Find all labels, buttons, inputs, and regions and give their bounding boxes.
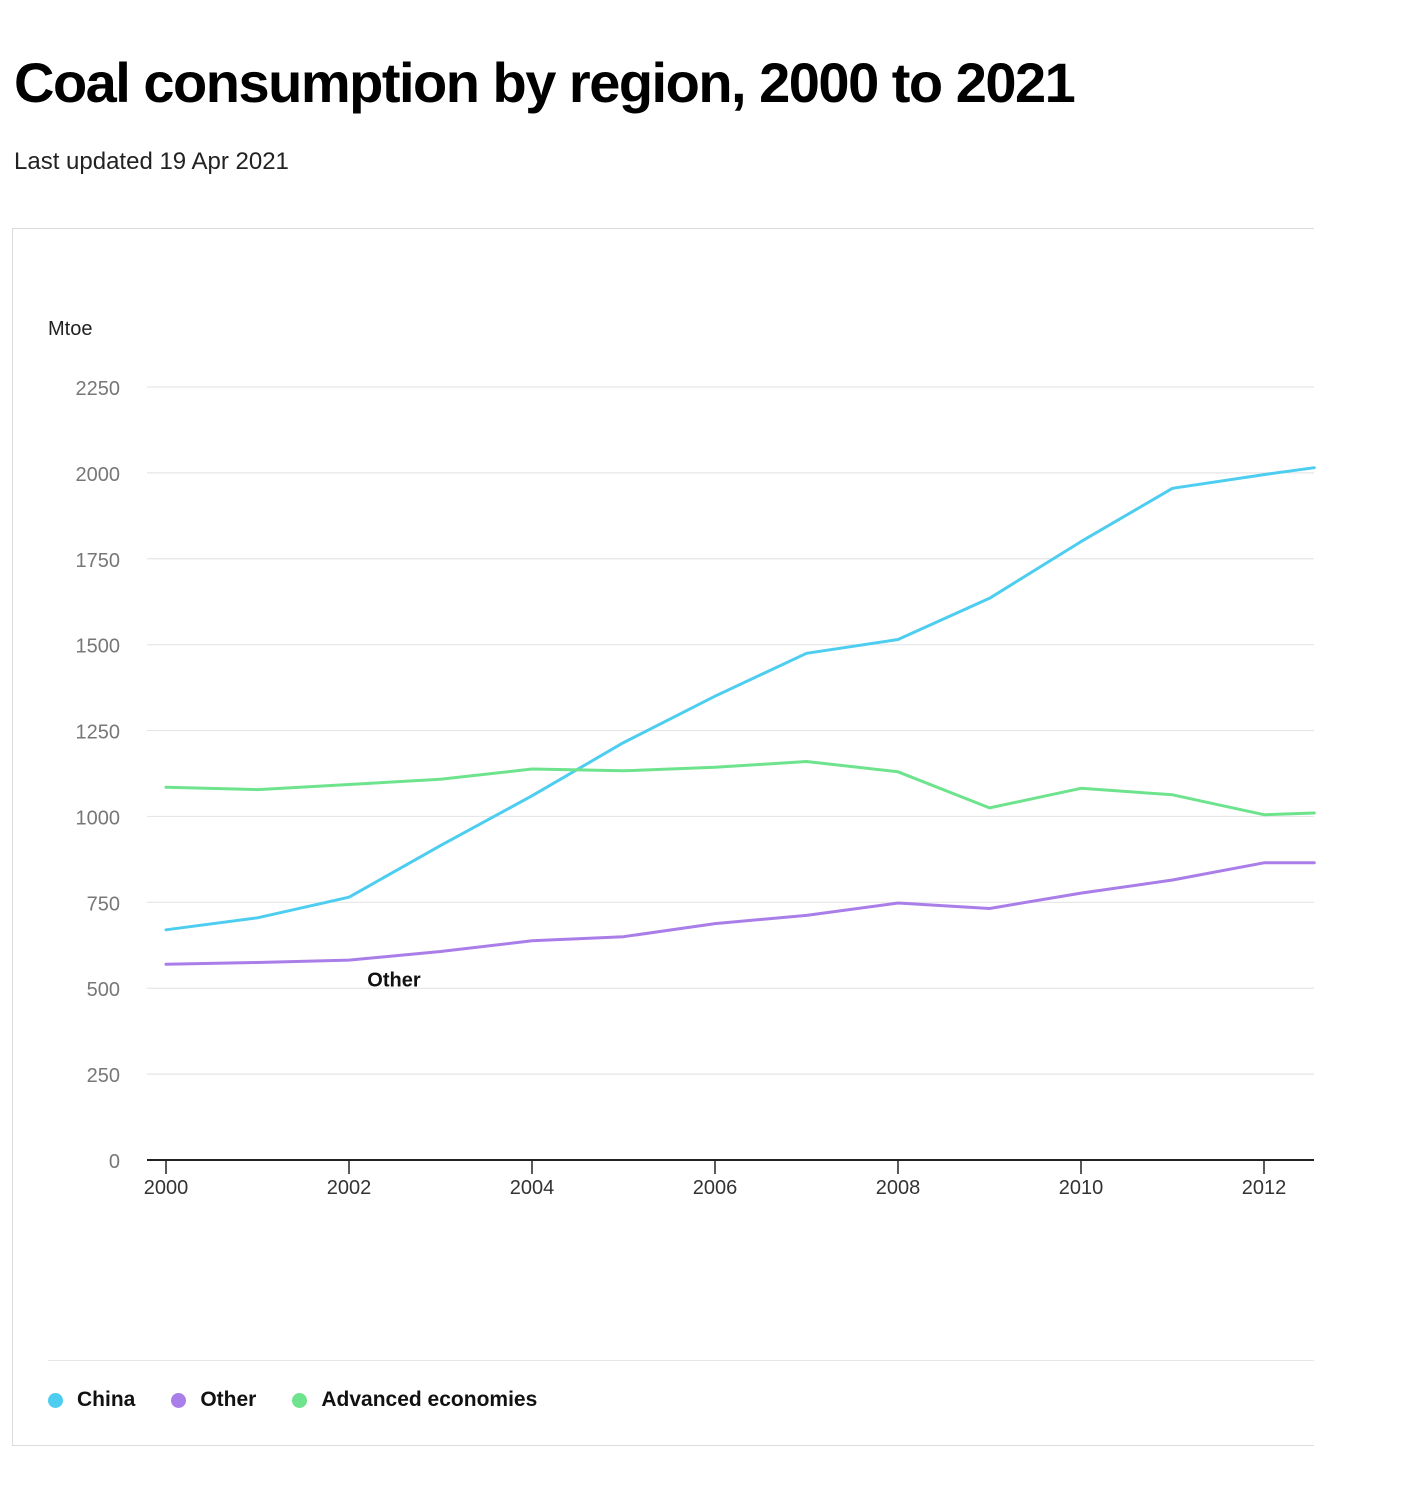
legend-dot-china [48, 1392, 63, 1408]
annotation-other: Other [367, 969, 421, 991]
y-tick-label-750: 750 [87, 893, 120, 915]
last-updated: Last updated 19 Apr 2021 [14, 148, 289, 175]
legend-item-advanced-economies[interactable]: Advanced economies [292, 1388, 537, 1412]
y-tick-label-2000: 2000 [76, 464, 121, 486]
legend-label-china: China [77, 1388, 136, 1411]
legend-label-other: Other [200, 1388, 257, 1411]
x-tick-label-2002: 2002 [327, 1177, 372, 1199]
legend-label-advanced-economies: Advanced economies [321, 1388, 538, 1411]
y-tick-label-1250: 1250 [76, 722, 121, 744]
y-tick-label-2250: 2250 [76, 378, 121, 400]
y-tick-label-1000: 1000 [76, 807, 121, 829]
x-tick-label-2010: 2010 [1059, 1177, 1104, 1199]
y-axis-label: Mtoe [48, 318, 92, 340]
y-tick-label-500: 500 [87, 979, 120, 1001]
annotations: Other [367, 969, 421, 991]
legend-dot-advanced-economies [292, 1392, 308, 1408]
y-tick-label-250: 250 [87, 1065, 120, 1087]
gridlines [147, 386, 1314, 1075]
axes: Mtoe 0 250 500 750 1000 1250 1500 1750 2000 2250 20… [48, 318, 1314, 1199]
y-tick-label-1750: 1750 [76, 550, 121, 572]
x-tick-label-2008: 2008 [876, 1177, 921, 1199]
chart-card [12, 228, 1314, 1446]
series-line-advanced-economies [164, 760, 1316, 817]
series-lines [164, 466, 1316, 966]
legend-item-other[interactable]: Other [171, 1388, 256, 1412]
legend: China Other Advanced economies [48, 1388, 537, 1412]
legend-item-china[interactable]: China [48, 1388, 135, 1412]
legend-divider [48, 1360, 1314, 1361]
series-line-china [164, 466, 1316, 932]
x-tick-label-2006: 2006 [693, 1177, 738, 1199]
series-line-other [164, 861, 1316, 966]
y-tick-label-1500: 1500 [76, 636, 121, 658]
page-title: Coal consumption by region, 2000 to 2021 [14, 51, 1076, 114]
x-tick-label-2012: 2012 [1242, 1177, 1287, 1199]
y-tick-label-0: 0 [109, 1151, 120, 1173]
x-tick-label-2000: 2000 [144, 1177, 189, 1199]
legend-dot-other [171, 1392, 187, 1408]
x-tick-label-2004: 2004 [510, 1177, 555, 1199]
